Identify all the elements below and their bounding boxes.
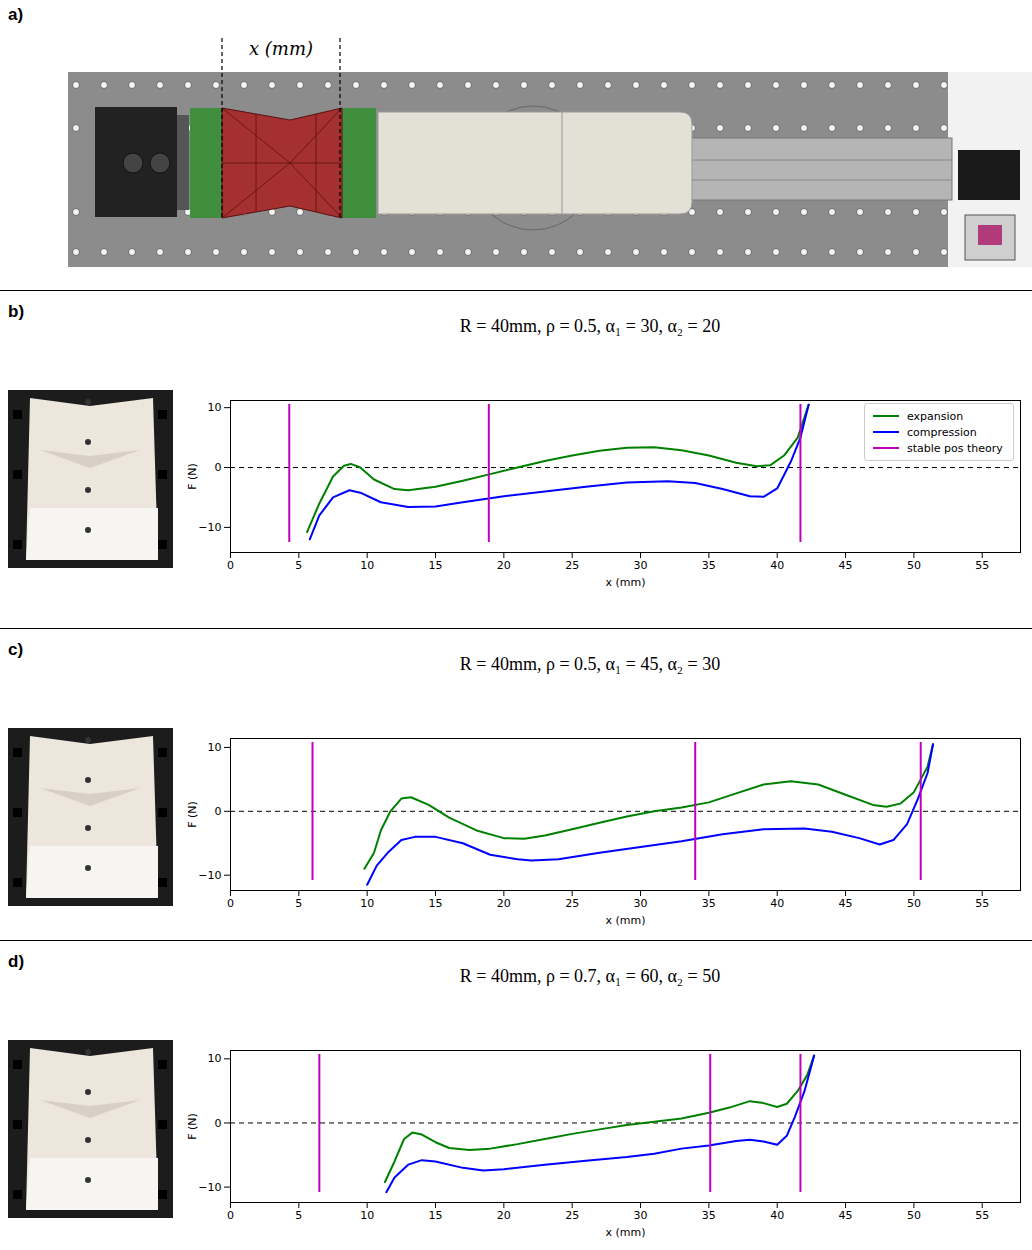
svg-text:−10: −10	[198, 869, 221, 882]
svg-text:45: 45	[839, 559, 853, 572]
svg-text:30: 30	[634, 559, 648, 572]
svg-text:5: 5	[295, 897, 302, 910]
svg-text:25: 25	[565, 897, 579, 910]
svg-text:10: 10	[360, 1209, 374, 1222]
svg-text:55: 55	[975, 897, 989, 910]
svg-text:30: 30	[634, 1209, 648, 1222]
svg-text:5: 5	[295, 559, 302, 572]
svg-text:40: 40	[770, 559, 784, 572]
svg-text:0: 0	[227, 559, 234, 572]
svg-text:20: 20	[497, 559, 511, 572]
svg-text:15: 15	[429, 559, 443, 572]
svg-text:25: 25	[565, 1209, 579, 1222]
svg-text:−10: −10	[198, 521, 221, 534]
html-text:expansion: expansion	[907, 409, 964, 423]
svg-text:20: 20	[497, 897, 511, 910]
svg-text:20: 20	[497, 1209, 511, 1222]
svg-text:x (mm): x (mm)	[605, 914, 645, 927]
svg-text:45: 45	[839, 897, 853, 910]
svg-text:55: 55	[975, 1209, 989, 1222]
svg-text:0: 0	[215, 1116, 222, 1129]
svg-text:x (mm): x (mm)	[605, 1226, 645, 1239]
svg-text:0: 0	[215, 805, 222, 818]
svg-text:10: 10	[208, 401, 222, 414]
svg-text:0: 0	[215, 461, 222, 474]
svg-text:10: 10	[360, 897, 374, 910]
html-text:R = 40mm, ρ = 0.5, α₁ = 45, α₂: R = 40mm, ρ = 0.5, α₁ = 45, α₂ = 30	[459, 654, 721, 674]
html-text:R = 40mm, ρ = 0.5, α₁ = 30, α₂: R = 40mm, ρ = 0.5, α₁ = 30, α₂ = 20	[459, 316, 721, 336]
svg-text:F (N): F (N)	[186, 463, 199, 490]
svg-text:35: 35	[702, 559, 716, 572]
html-text:compression: compression	[907, 425, 977, 439]
html-text:stable pos theory: stable pos theory	[907, 441, 1003, 455]
svg-text:10: 10	[360, 559, 374, 572]
svg-text:0: 0	[227, 897, 234, 910]
svg-text:50: 50	[907, 897, 921, 910]
html-text:R = 40mm, ρ = 0.7, α₁ = 60, α₂: R = 40mm, ρ = 0.7, α₁ = 60, α₂ = 50	[459, 966, 721, 986]
svg-text:5: 5	[295, 1209, 302, 1222]
html-text:b): b)	[8, 302, 24, 321]
svg-text:40: 40	[770, 1209, 784, 1222]
svg-text:50: 50	[907, 1209, 921, 1222]
svg-text:10: 10	[208, 741, 222, 754]
html-text:c): c)	[8, 640, 24, 659]
svg-text:50: 50	[907, 559, 921, 572]
svg-text:10: 10	[208, 1052, 222, 1065]
svg-text:55: 55	[975, 559, 989, 572]
svg-text:40: 40	[770, 897, 784, 910]
svg-text:15: 15	[429, 897, 443, 910]
svg-text:F (N): F (N)	[186, 1113, 199, 1140]
svg-text:35: 35	[702, 1209, 716, 1222]
svg-text:x (mm): x (mm)	[605, 576, 645, 589]
svg-text:−10: −10	[198, 1181, 221, 1194]
svg-text:15: 15	[429, 1209, 443, 1222]
svg-text:30: 30	[634, 897, 648, 910]
svg-text:F (N): F (N)	[186, 801, 199, 828]
svg-text:a): a)	[8, 5, 23, 24]
svg-text:x (mm): x (mm)	[249, 38, 313, 59]
svg-text:0: 0	[227, 1209, 234, 1222]
svg-text:35: 35	[702, 897, 716, 910]
html-text:d): d)	[8, 952, 24, 971]
svg-text:45: 45	[839, 1209, 853, 1222]
svg-text:25: 25	[565, 559, 579, 572]
